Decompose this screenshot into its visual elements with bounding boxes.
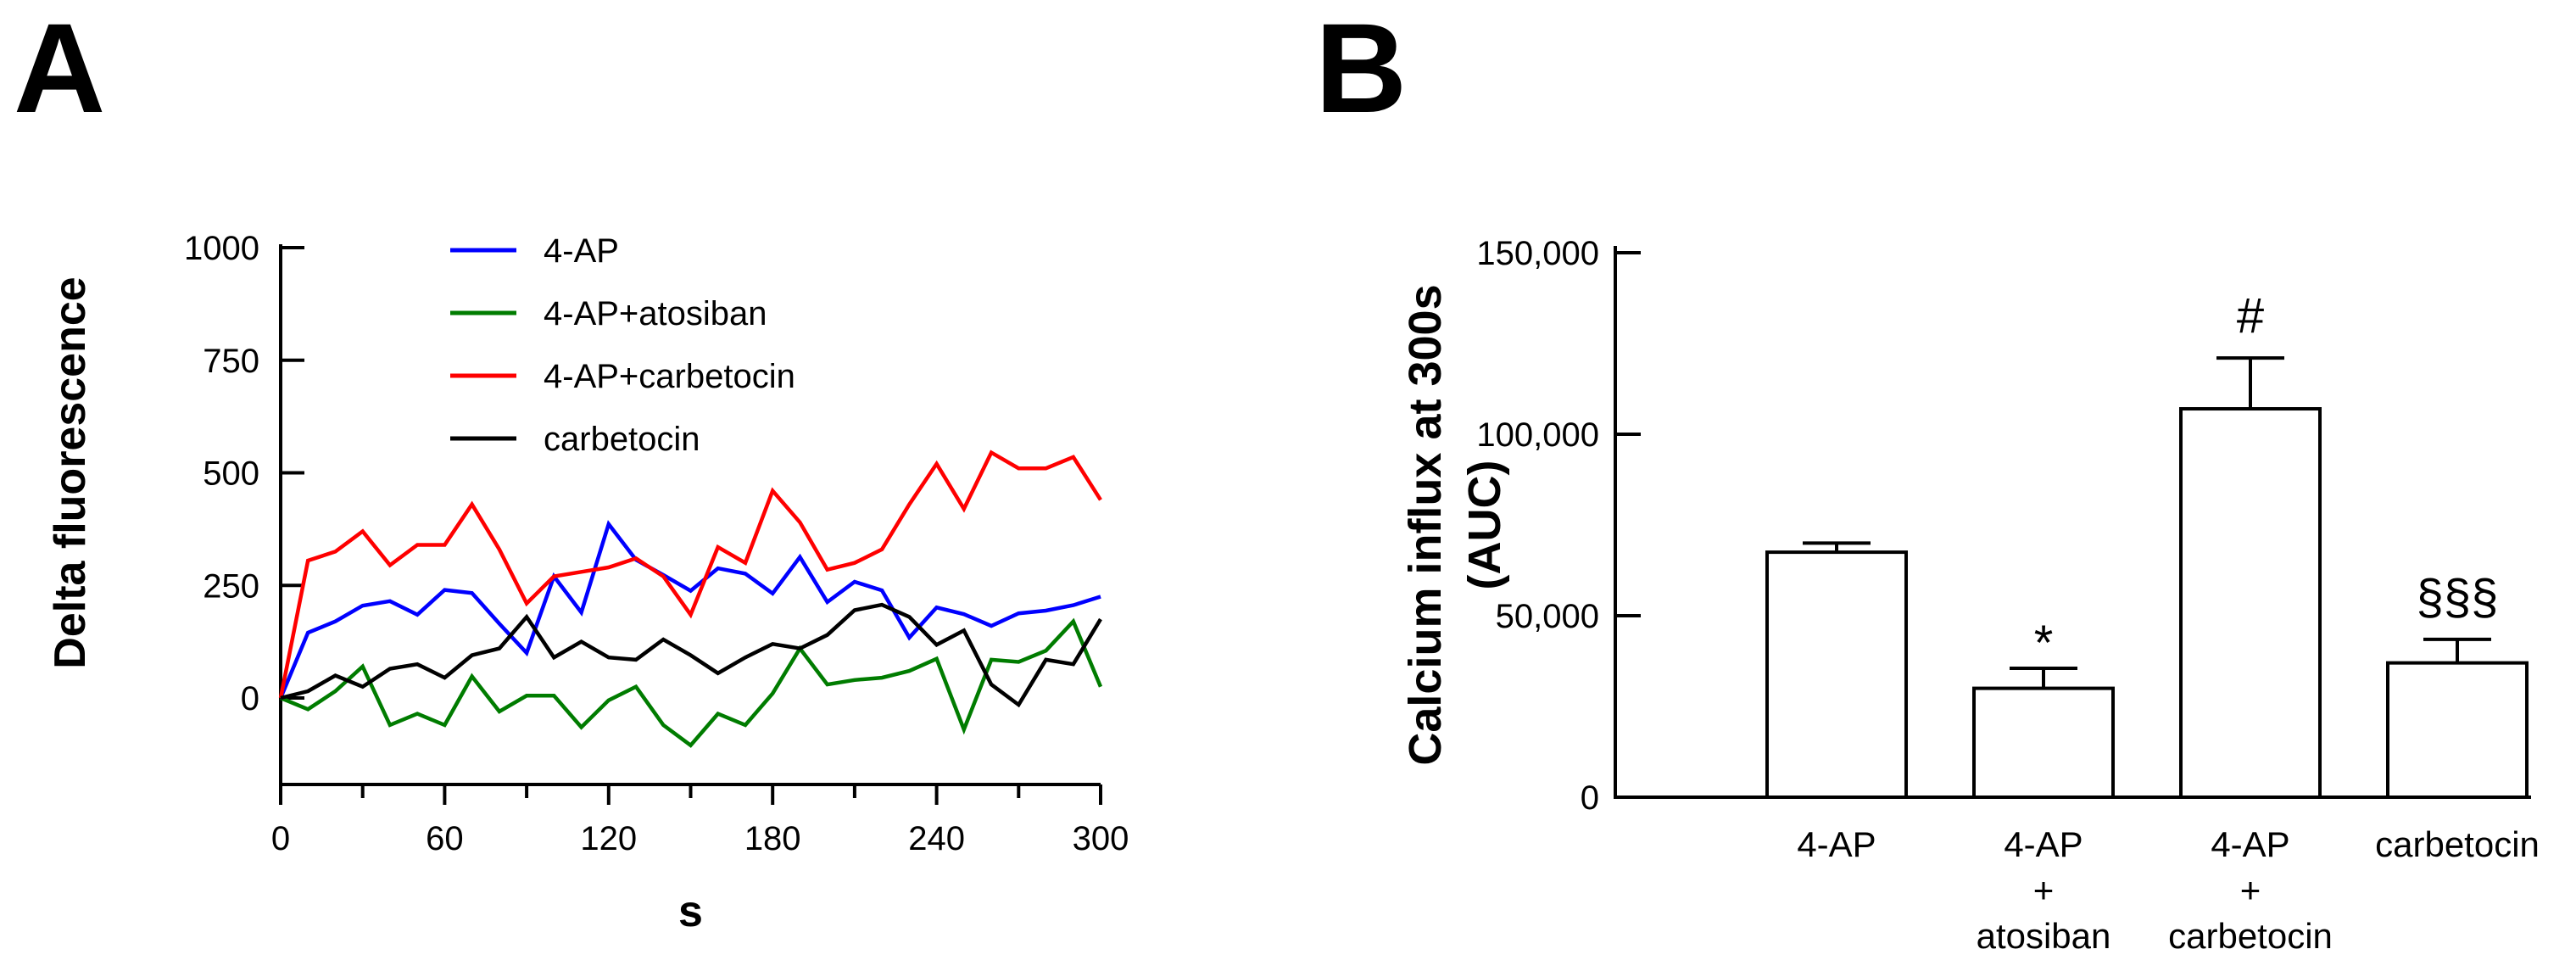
- a-x-tick-label: 240: [908, 820, 965, 857]
- a-y-tick-label: 250: [203, 567, 259, 605]
- b-y-tick-label: 150,000: [1476, 235, 1599, 272]
- legend-label-4-AP+carbetocin: 4-AP+carbetocin: [544, 358, 795, 395]
- a-y-axis-title: Delta fluorescence: [46, 276, 95, 668]
- series-line-carbetocin: [280, 602, 1102, 708]
- significance-4-AP + carbetocin: #: [2237, 288, 2264, 343]
- b-category-label-4-AP + carbetocin-row1: 4-AP: [2211, 824, 2289, 864]
- b-category-label-carbetocin-row1: carbetocin: [2375, 824, 2540, 864]
- a-y-tick-label: 1000: [184, 230, 259, 267]
- b-y-axis-title-line1: Calcium influx at 300s: [1400, 284, 1451, 765]
- series-line-4-AP+carbetocin: [278, 449, 1102, 699]
- a-y-tick-label: 500: [203, 455, 259, 493]
- a-y-tick-label: 0: [241, 680, 259, 717]
- b-y-tick-label: 100,000: [1476, 416, 1599, 454]
- b-y-axis-title-line2: (AUC): [1459, 461, 1510, 590]
- legend-label-carbetocin: carbetocin: [544, 421, 700, 458]
- a-y-tick-label: 750: [203, 343, 259, 380]
- b-category-label-4-AP + carbetocin-row2: +: [2240, 870, 2261, 910]
- b-y-tick-label: 0: [1581, 779, 1599, 817]
- legend-label-4-AP+atosiban: 4-AP+atosiban: [544, 295, 767, 332]
- a-x-axis-title: s: [678, 887, 703, 936]
- bar-4-AP: [1765, 550, 1908, 799]
- a-x-tick-label: 180: [744, 820, 801, 857]
- a-x-tick-label: 0: [271, 820, 290, 857]
- b-category-label-4-AP + atosiban-row2: +: [2033, 870, 2055, 910]
- significance-4-AP + atosiban: *: [2034, 616, 2054, 671]
- b-y-tick-label: 50,000: [1496, 598, 1599, 635]
- bar-4-AP + atosiban: [1972, 686, 2115, 799]
- b-category-label-4-AP + carbetocin-row3: carbetocin: [2168, 916, 2333, 956]
- b-category-label-4-AP + atosiban-row3: atosiban: [1977, 916, 2111, 956]
- a-x-tick-label: 300: [1073, 820, 1129, 857]
- panel-a-label: A: [14, 0, 105, 139]
- a-x-tick-label: 60: [426, 820, 464, 857]
- a-x-tick-label: 120: [580, 820, 637, 857]
- series-line-4-AP+atosiban: [280, 617, 1103, 748]
- b-category-label-4-AP-row1: 4-AP: [1797, 824, 1876, 864]
- significance-carbetocin: §§§: [2417, 570, 2499, 625]
- legend-label-4-AP: 4-AP: [544, 232, 619, 270]
- b-category-label-4-AP + atosiban-row1: 4-AP: [2004, 824, 2083, 864]
- panel-b-label: B: [1315, 0, 1407, 139]
- bar-carbetocin: [2386, 661, 2529, 800]
- series-line-4-AP: [278, 520, 1101, 699]
- bar-4-AP + carbetocin: [2179, 407, 2322, 799]
